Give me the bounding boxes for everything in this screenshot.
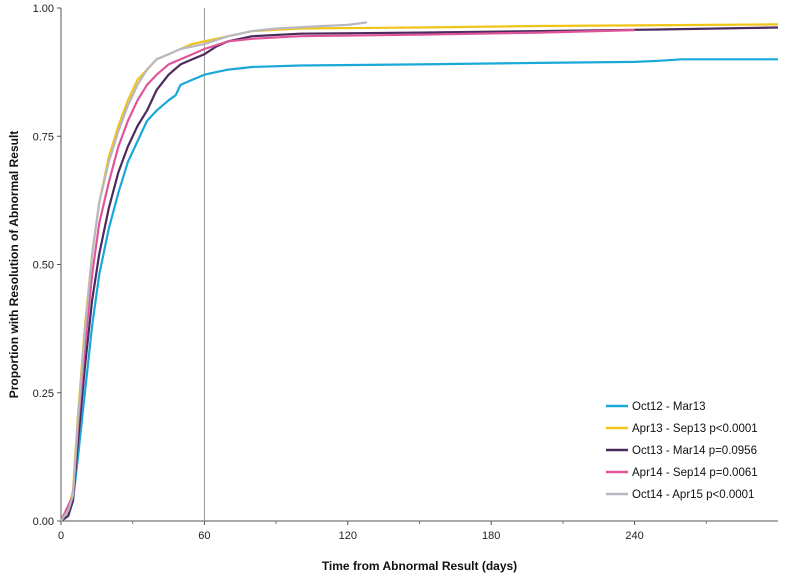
series-layer bbox=[60, 21, 779, 522]
y-tick-label: 0.50 bbox=[33, 260, 54, 272]
y-tick-label: 0.25 bbox=[33, 388, 54, 400]
legend-label: Oct13 - Mar14 p=0.0956 bbox=[632, 445, 757, 457]
legend-label: Oct12 - Mar13 bbox=[632, 401, 706, 413]
x-axis-title: Time from Abnormal Result (days) bbox=[322, 559, 517, 573]
legend-label: Apr14 - Sep14 p=0.0061 bbox=[632, 467, 758, 479]
x-tick-label: 60 bbox=[198, 530, 210, 542]
series-line-4 bbox=[60, 21, 368, 522]
series-line-3 bbox=[60, 29, 635, 522]
x-tick-label: 120 bbox=[339, 530, 357, 542]
legend-label: Apr13 - Sep13 p<0.0001 bbox=[632, 423, 758, 435]
y-axis-title: Proportion with Resolution of Abnormal R… bbox=[7, 131, 21, 399]
x-tick-label: 0 bbox=[58, 530, 64, 542]
series-line-2 bbox=[60, 26, 779, 522]
x-tick-label: 240 bbox=[625, 530, 643, 542]
y-tick-label: 0.00 bbox=[33, 516, 54, 528]
legend: Oct12 - Mar13 Apr13 - Sep13 p<0.0001 Oct13… bbox=[606, 401, 758, 501]
series-line-0 bbox=[60, 58, 778, 522]
axes: 0.00 0.25 0.50 0.75 1.00 0 60 120 180 240 bbox=[33, 3, 778, 542]
x-tick-label: 180 bbox=[482, 530, 500, 542]
y-tick-label: 1.00 bbox=[33, 3, 54, 15]
y-tick-label: 0.75 bbox=[33, 131, 54, 143]
legend-label: Oct14 - Apr15 p<0.0001 bbox=[632, 489, 754, 501]
